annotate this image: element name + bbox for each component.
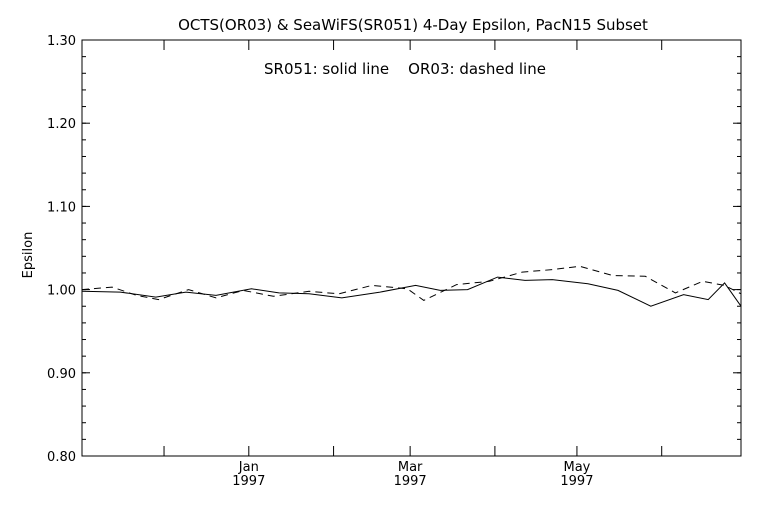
chart-title: OCTS(OR03) & SeaWiFS(SR051) 4-Day Epsilo… — [178, 16, 648, 34]
x-tick-year-label: 1997 — [560, 474, 593, 489]
x-tick-month-label: May — [563, 460, 590, 475]
y-tick-label: 1.20 — [47, 117, 76, 132]
series-line-sr051 — [81, 276, 742, 307]
x-tick-month-label: Jan — [238, 460, 259, 475]
y-tick-label: 0.90 — [47, 367, 76, 382]
plot-frame — [81, 39, 742, 457]
x-tick-year-label: 1997 — [232, 474, 265, 489]
y-tick-label: 0.80 — [47, 450, 76, 465]
y-axis-label: Epsilon — [21, 232, 36, 279]
y-tick-label: 1.30 — [47, 34, 76, 49]
y-tick-label: 1.00 — [47, 284, 76, 299]
y-tick-label: 1.10 — [47, 200, 76, 215]
line-style-annotation: SR051: solid line OR03: dashed line — [264, 60, 546, 78]
x-tick-year-label: 1997 — [394, 474, 427, 489]
x-tick-month-label: Mar — [398, 460, 423, 475]
series-line-or03 — [81, 265, 742, 301]
plot-area: 0.800.901.001.101.201.30Jan1997Mar1997Ma… — [47, 34, 742, 489]
